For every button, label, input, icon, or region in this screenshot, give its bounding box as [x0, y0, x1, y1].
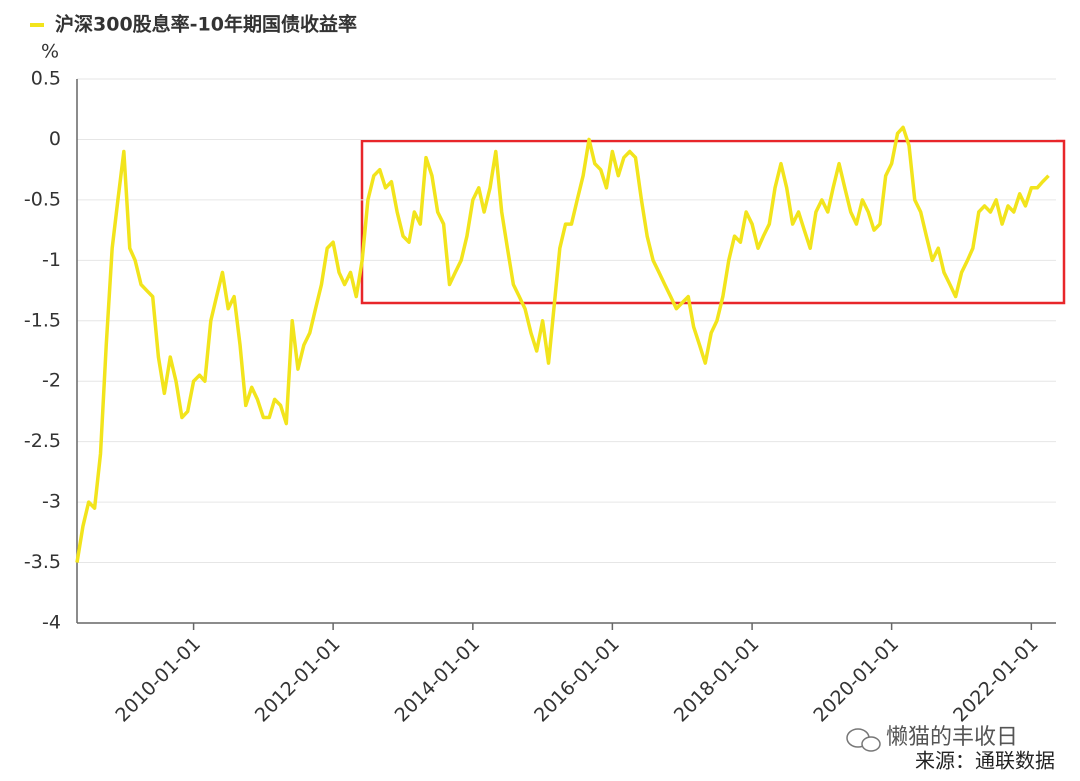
watermark-icon [846, 728, 881, 752]
y-tick-label: -2 [42, 370, 61, 392]
y-tick-label: -4 [42, 612, 61, 634]
y-tick-label: -3 [42, 491, 61, 513]
y-tick-label: -1.5 [24, 309, 61, 331]
source: 来源：通联数据 [915, 749, 1055, 773]
x-tick-label: 2022-01-01 [949, 633, 1043, 727]
x-tick-label: 2012-01-01 [251, 633, 345, 727]
x-tick-label: 2018-01-01 [670, 633, 764, 727]
y-tick-label: 0.5 [31, 68, 61, 90]
watermark: 懒猫的丰收日 [886, 725, 1018, 750]
y-tick-label: -3.5 [24, 551, 61, 573]
y-tick-label: 0 [49, 128, 61, 150]
y-tick-label: -1 [42, 249, 61, 271]
y-tick-label: -2.5 [24, 430, 61, 452]
x-tick-label: 2014-01-01 [391, 633, 485, 727]
x-tick-label: 2020-01-01 [809, 633, 903, 727]
highlight-box [360, 139, 1066, 305]
y-axis-unit: % [41, 41, 59, 63]
x-tick-label: 2016-01-01 [530, 633, 624, 727]
series-line [75, 125, 1050, 563]
y-tick-label: -0.5 [24, 188, 61, 210]
legend-label: 沪深300股息率-10年期国债收益率 [55, 13, 357, 36]
x-tick-label: 2010-01-01 [111, 633, 205, 727]
